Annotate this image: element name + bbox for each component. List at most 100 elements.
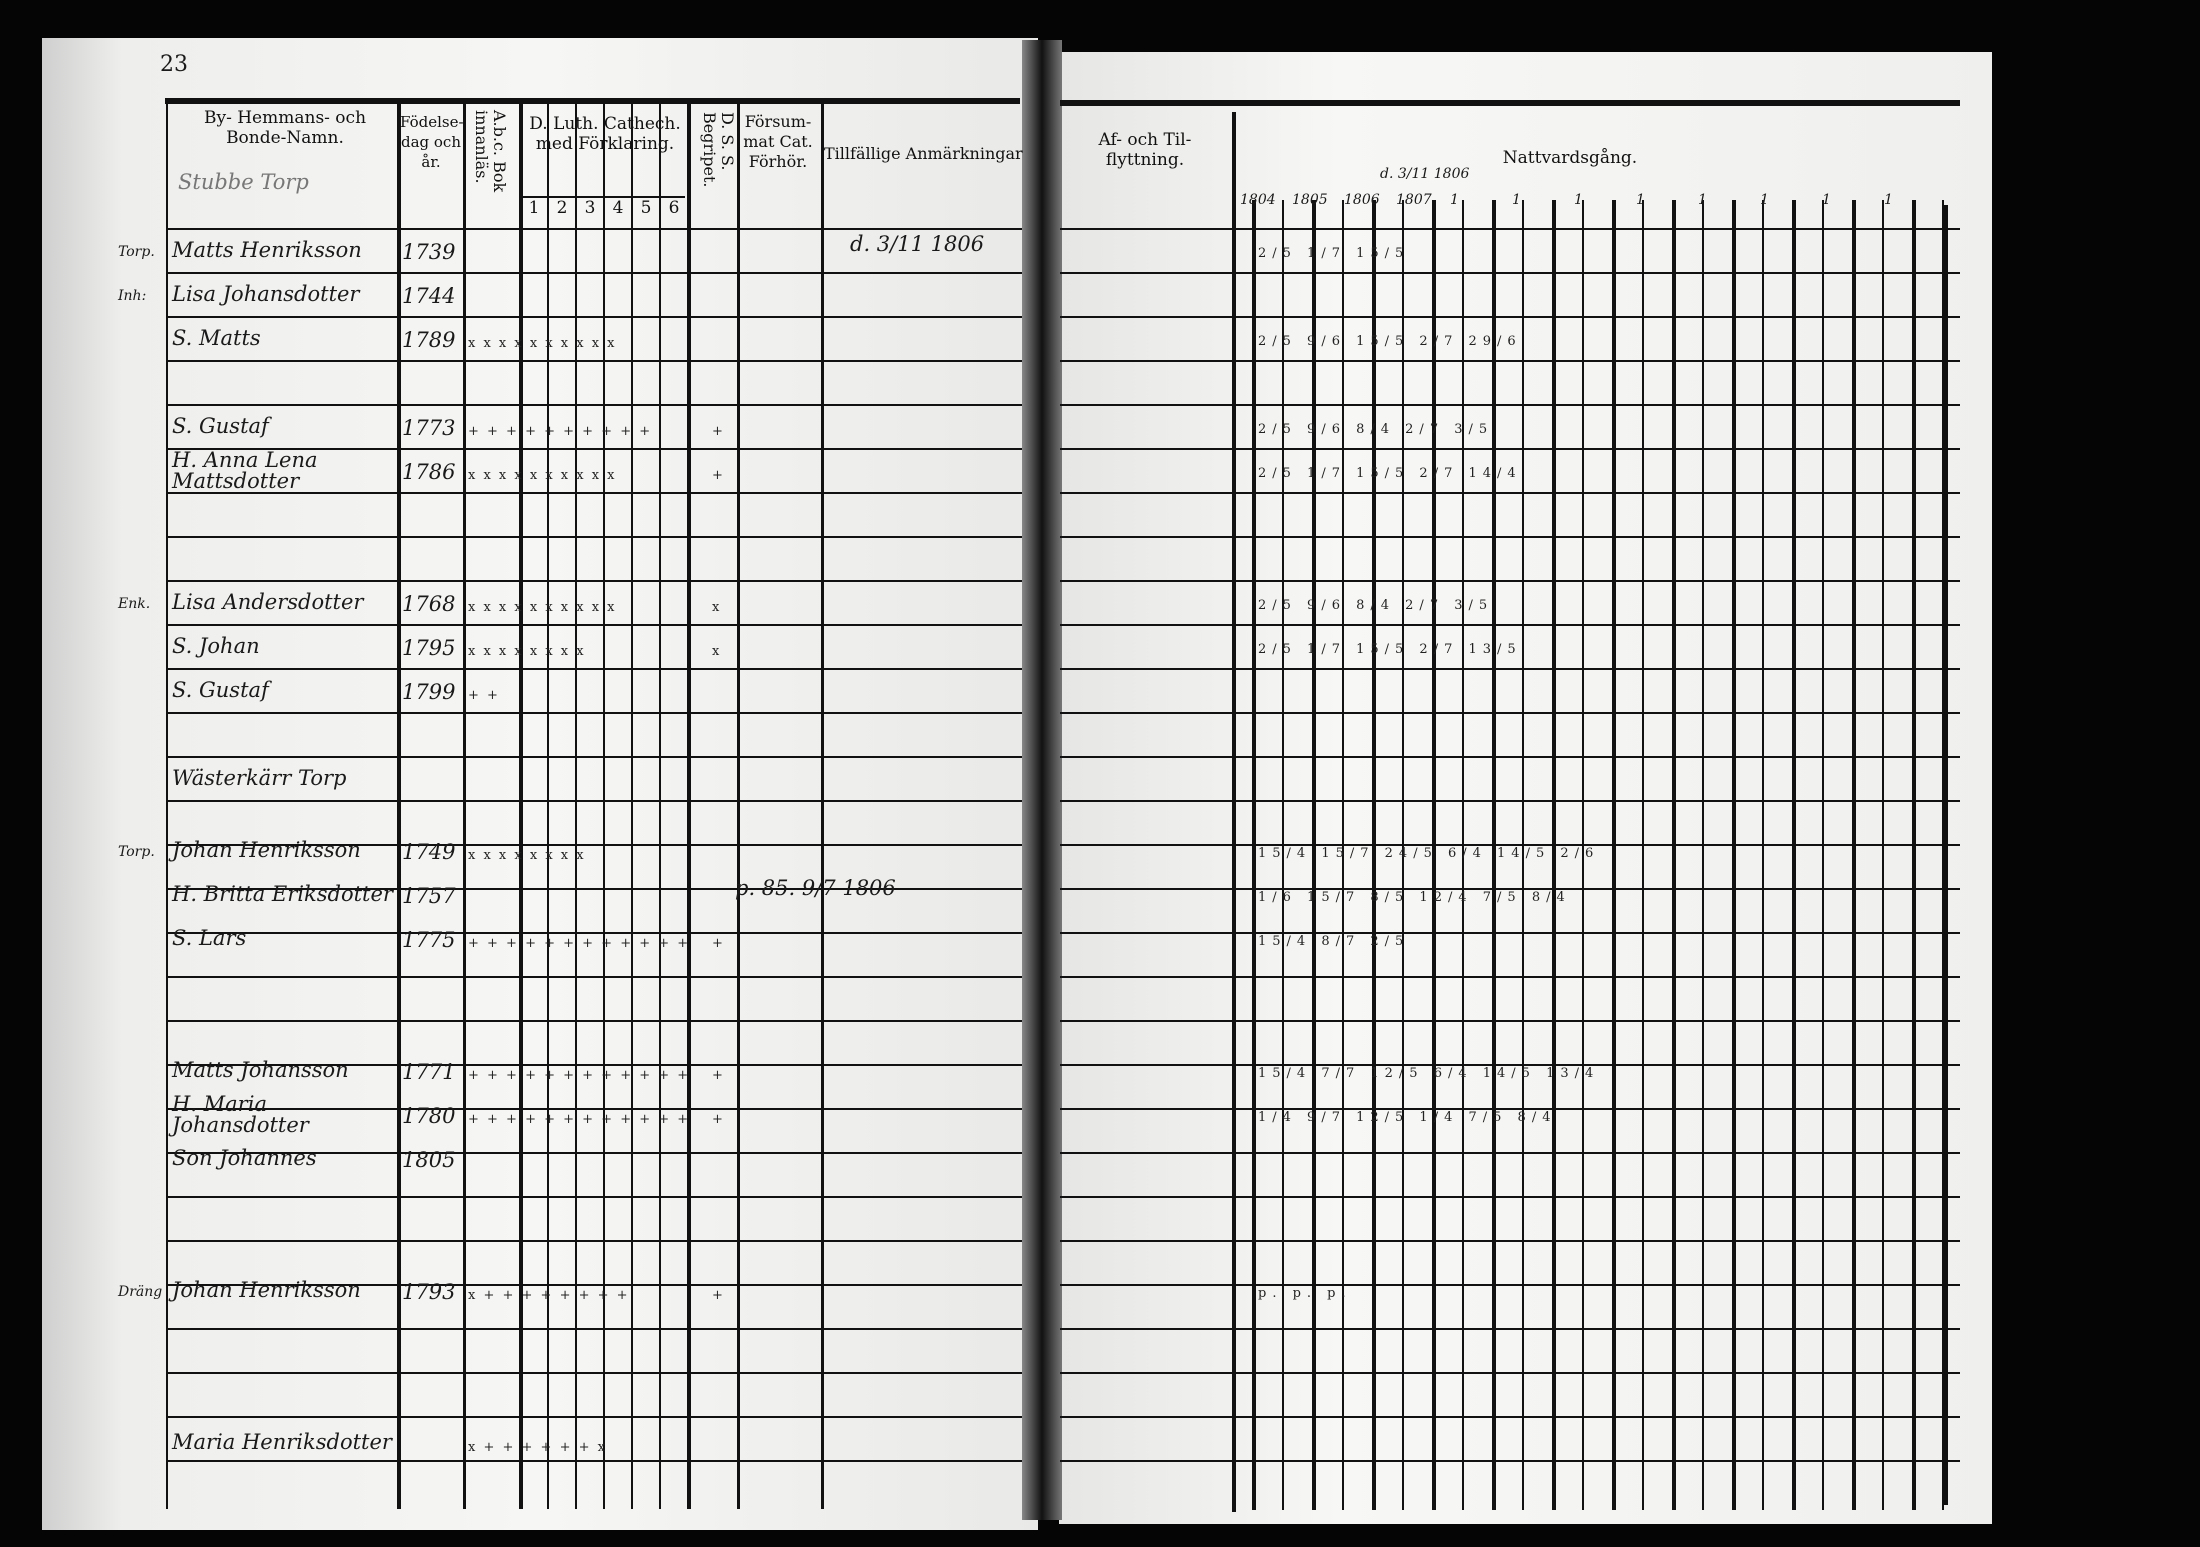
row-prefix: Torp. [118, 844, 155, 860]
person-name: H. Maria Johansdotter [172, 1092, 309, 1137]
dss-mark: x [712, 644, 722, 659]
person-name: S. Matts [172, 326, 261, 350]
row-prefix: Torp. [118, 244, 155, 260]
column-line [1912, 200, 1916, 1510]
row-line [1060, 1240, 1960, 1242]
column-line [1642, 200, 1644, 1510]
column-line [1672, 200, 1676, 1510]
header-communion: Nattvardsgång. [1502, 148, 1638, 168]
row-line [1060, 448, 1960, 450]
dss-mark: + [712, 424, 725, 439]
row-line [166, 536, 1022, 538]
communion-date-marks: 2/5 9/6 8/4 2/7 3/5 [1258, 598, 1494, 613]
row-line [166, 272, 1022, 274]
row-line [166, 712, 1022, 714]
person-name: S. Lars [172, 926, 247, 950]
row-line [166, 932, 1022, 934]
row-line [1060, 272, 1960, 274]
row-line [166, 1152, 1022, 1154]
row-line [166, 1460, 1022, 1462]
column-line [687, 104, 691, 1509]
page-number: 23 [160, 52, 188, 77]
year-label: 1 [1636, 192, 1645, 208]
reading-marks: + + + + + + + + + + + + [468, 1068, 691, 1083]
row-line [1060, 1152, 1960, 1154]
remark: d. 3/11 1806 [850, 232, 985, 256]
row-line [1060, 932, 1960, 934]
row-line [1060, 492, 1960, 494]
column-line [1522, 200, 1524, 1510]
column-line [1942, 200, 1944, 1510]
column-line [603, 104, 605, 1509]
year-label: 1 [1760, 192, 1769, 208]
section-label: Stubbe Torp [178, 170, 309, 194]
header-birth: Födelse-dag och år. [400, 113, 464, 171]
header-forsumat: Försum-mat Cat. Förhör. [743, 112, 813, 171]
birth-year: 1799 [402, 680, 456, 704]
person-name: Son Johannes [172, 1146, 317, 1170]
person-name: H. Britta Eriksdotter [172, 882, 393, 906]
reading-marks: x x x x x x x x x x [468, 600, 617, 615]
header-remarks: Tillfällige Anmärkningar [824, 144, 1023, 163]
row-prefix: Enk. [118, 596, 151, 612]
person-name: Matts Johansson [172, 1058, 349, 1082]
header-rule [1060, 100, 1960, 106]
column-line [397, 104, 401, 1509]
row-line [1060, 536, 1960, 538]
reading-marks: x x x x x x x x x x [468, 336, 617, 351]
birth-year: 1768 [402, 592, 456, 616]
row-line [166, 492, 1022, 494]
row-line [1060, 404, 1960, 406]
birth-year: 1786 [402, 460, 456, 484]
column-line [1822, 200, 1824, 1510]
person-name: Lisa Andersdotter [172, 590, 364, 614]
birth-year: 1749 [402, 840, 456, 864]
person-name: S. Gustaf [172, 414, 269, 438]
row-line [1060, 1416, 1960, 1418]
dss-mark: + [712, 936, 725, 951]
person-name: Maria Henriksdotter [172, 1430, 392, 1454]
dss-mark: + [712, 1068, 725, 1083]
row-line [166, 1064, 1022, 1066]
dss-mark: + [712, 1112, 725, 1127]
column-line [1342, 200, 1344, 1510]
person-name: Johan Henriksson [172, 1278, 361, 1302]
column-line [1732, 200, 1736, 1510]
reading-marks: x + + + + + + + + [468, 1288, 630, 1303]
year-label: 1 [1822, 192, 1831, 208]
year-label: 1 [1574, 192, 1583, 208]
dss-mark: + [712, 1288, 725, 1303]
row-line [1060, 1284, 1960, 1286]
column-line [659, 104, 661, 1509]
reading-marks: x x x x x x x x [468, 848, 586, 863]
person-name: H. Anna Lena Mattsdotter [172, 448, 318, 493]
birth-year: 1795 [402, 636, 456, 660]
column-line [1282, 200, 1284, 1510]
catechism-part-number: 4 [612, 198, 624, 218]
communion-date-marks: 2/5 9/6 8/4 2/7 3/5 [1258, 422, 1494, 437]
person-name: Matts Henriksson [172, 238, 362, 262]
row-line [1060, 1196, 1960, 1198]
row-line [1060, 844, 1960, 846]
communion-date-marks: 15/4 8/7 2/5 [1258, 934, 1410, 949]
column-line [821, 104, 824, 1509]
reading-marks: + + [468, 688, 500, 703]
column-line [1372, 200, 1376, 1510]
column-line [1852, 200, 1856, 1510]
reading-marks: + + + + + + + + + + + + [468, 936, 691, 951]
row-line [166, 1416, 1022, 1418]
right-page [1059, 52, 1992, 1524]
communion-date-marks: 1/4 9/7 12/5 1/4 7/5 8/4 [1258, 1110, 1557, 1125]
column-line [1432, 200, 1436, 1510]
column-line [1582, 200, 1584, 1510]
birth-year: 1805 [402, 1148, 456, 1172]
column-line [631, 104, 633, 1509]
row-line [1060, 756, 1960, 758]
row-line [1060, 624, 1960, 626]
catechism-subrule [520, 196, 685, 198]
row-line [166, 1196, 1022, 1198]
person-name: Lisa Johansdotter [172, 282, 360, 306]
column-line [1944, 205, 1948, 1505]
communion-date-marks: 2/5 9/6 15/5 2/7 29/6 [1258, 334, 1522, 349]
book-gutter [1022, 40, 1062, 1520]
